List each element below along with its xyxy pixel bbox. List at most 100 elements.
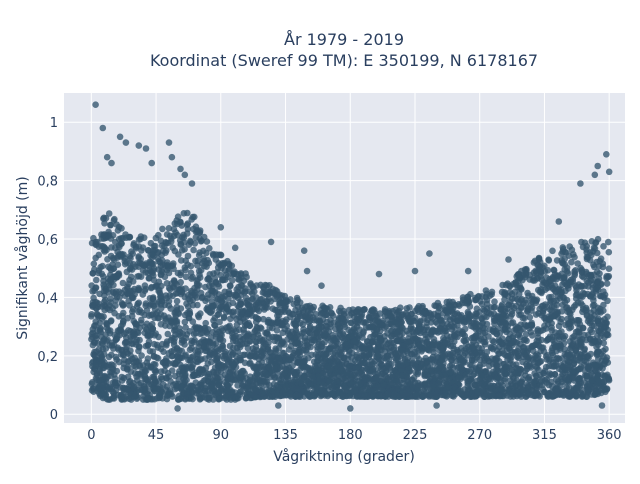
data-point [315, 378, 322, 385]
data-point [148, 240, 155, 247]
data-point [482, 307, 489, 314]
data-point [286, 356, 293, 363]
data-point [151, 367, 158, 374]
data-point [138, 247, 145, 254]
data-point [259, 353, 266, 360]
data-point [534, 275, 541, 282]
data-point [219, 343, 226, 350]
data-point [367, 317, 374, 324]
data-point [238, 271, 245, 278]
data-point [155, 232, 162, 239]
data-point [512, 350, 519, 357]
data-point [240, 368, 247, 375]
data-point [578, 239, 585, 246]
data-point [382, 306, 389, 313]
data-point [421, 329, 428, 336]
data-point [544, 356, 551, 363]
data-point [128, 274, 135, 281]
data-point [578, 342, 585, 349]
data-point [327, 338, 334, 345]
data-point [527, 314, 534, 321]
data-point [553, 362, 560, 369]
data-point [592, 391, 599, 398]
data-point [228, 309, 235, 316]
data-point [215, 396, 222, 403]
data-point [447, 351, 454, 358]
data-point [423, 320, 430, 327]
data-point [566, 384, 573, 391]
data-point [230, 326, 237, 333]
data-point [371, 387, 378, 394]
data-point [566, 325, 573, 332]
data-point [477, 357, 484, 364]
data-point [571, 333, 578, 340]
data-point [530, 379, 537, 386]
data-point [258, 325, 265, 332]
data-point [391, 391, 398, 398]
data-point [348, 319, 355, 326]
data-point [381, 372, 388, 379]
data-point [543, 274, 550, 281]
data-point [564, 309, 571, 316]
data-point [558, 328, 565, 335]
data-point [121, 258, 128, 265]
data-point [372, 310, 379, 317]
data-point [100, 278, 107, 285]
data-point [363, 383, 370, 390]
data-point [510, 319, 517, 326]
data-point [98, 231, 105, 238]
data-point [473, 378, 480, 385]
data-point [308, 352, 315, 359]
data-point [242, 319, 249, 326]
data-point [196, 252, 203, 259]
data-point [447, 369, 454, 376]
data-point [136, 337, 143, 344]
data-point [481, 373, 488, 380]
data-point [307, 317, 314, 324]
data-point [539, 376, 546, 383]
data-point [385, 391, 392, 398]
data-point [601, 316, 608, 323]
data-point [287, 333, 294, 340]
data-point [176, 396, 183, 403]
data-point [218, 365, 225, 372]
data-point [311, 358, 318, 365]
data-point [598, 333, 605, 340]
data-point [126, 234, 133, 241]
data-point [524, 363, 531, 370]
data-point [508, 371, 515, 378]
data-point [108, 317, 115, 324]
data-point [419, 305, 426, 312]
data-point [433, 365, 440, 372]
data-point [329, 391, 336, 398]
data-point [451, 330, 458, 337]
data-point [588, 291, 595, 298]
data-point [187, 239, 194, 246]
data-point [411, 337, 418, 344]
data-point [441, 372, 448, 379]
data-point [520, 315, 527, 322]
data-point [185, 220, 192, 227]
data-point [312, 392, 319, 399]
data-point [91, 261, 98, 268]
data-point [318, 311, 325, 318]
data-point [138, 380, 145, 387]
data-point [488, 383, 495, 390]
data-point [344, 342, 351, 349]
data-point [568, 315, 575, 322]
data-point [503, 282, 510, 289]
data-point [499, 289, 506, 296]
data-point [501, 306, 508, 313]
data-point [178, 241, 185, 248]
data-point [163, 240, 170, 247]
data-point [194, 325, 201, 332]
data-point [422, 336, 429, 343]
data-point [217, 331, 224, 338]
data-point [190, 214, 197, 221]
data-point [105, 327, 112, 334]
data-point [460, 331, 467, 338]
data-point [198, 339, 205, 346]
data-point [158, 292, 165, 299]
data-point [151, 332, 158, 339]
data-point [225, 383, 232, 390]
